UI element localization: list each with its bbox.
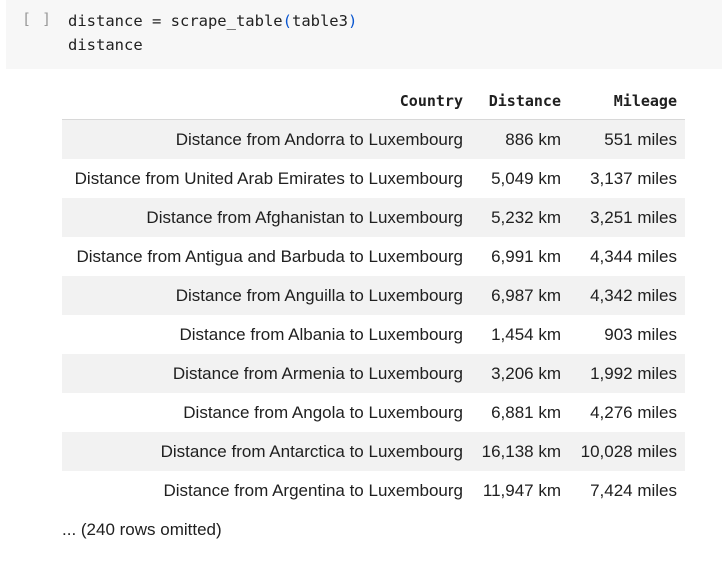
- cell-distance: 1,454 km: [491, 324, 561, 344]
- cell-distance: 11,947 km: [482, 480, 561, 500]
- header-mileage: Mileage: [569, 82, 685, 120]
- cell-country: Distance from Argentina to Luxembourg: [163, 480, 463, 500]
- cell-mileage: 3,251 miles: [590, 207, 677, 227]
- code-editor[interactable]: distance = scrape_table(table3) distance: [68, 9, 357, 57]
- rows-omitted-note: ... (240 rows omitted): [62, 520, 222, 539]
- table-row: Distance from Angola to Luxembourg 6,881…: [62, 393, 685, 432]
- code-text: distance = scrape_table: [68, 12, 283, 30]
- table-row: Distance from Afghanistan to Luxembourg …: [62, 198, 685, 237]
- cell-distance: 886 km: [505, 129, 561, 149]
- cell-distance: 16,138 km: [481, 441, 561, 461]
- code-arg: table3: [291, 12, 348, 30]
- code-paren-open: (: [282, 12, 292, 30]
- cell-distance: 5,049 km: [491, 168, 561, 188]
- cell-mileage: 4,342 miles: [590, 285, 677, 305]
- cell-country: Distance from United Arab Emirates to Lu…: [74, 168, 463, 188]
- cell-country: Distance from Antigua and Barbuda to Lux…: [76, 246, 463, 266]
- cell-country: Distance from Afghanistan to Luxembourg: [146, 207, 463, 227]
- cell-country: Distance from Albania to Luxembourg: [179, 324, 464, 344]
- dataframe-table: Country Distance Mileage Distance from A…: [62, 82, 685, 510]
- cell-country: Distance from Antarctica to Luxembourg: [160, 441, 463, 461]
- code-paren-close: ): [347, 12, 358, 30]
- cell-mileage: 551 miles: [604, 129, 677, 149]
- code-text-line2: distance: [68, 36, 143, 54]
- cell-country: Distance from Armenia to Luxembourg: [172, 363, 463, 383]
- table-header-row: Country Distance Mileage: [62, 82, 685, 120]
- table-row: Distance from Antarctica to Luxembourg 1…: [62, 432, 685, 471]
- cell-mileage: 10,028 miles: [580, 441, 677, 461]
- table-row: Distance from Anguilla to Luxembourg 6,9…: [62, 276, 685, 315]
- code-cell[interactable]: [ ] distance = scrape_table(table3) dist…: [6, 0, 722, 69]
- header-distance: Distance: [471, 82, 569, 120]
- run-cell-button[interactable]: [ ]: [22, 10, 53, 28]
- cell-mileage: 1,992 miles: [590, 363, 677, 383]
- table-row: Distance from United Arab Emirates to Lu…: [62, 159, 685, 198]
- cell-mileage: 903 miles: [604, 324, 677, 344]
- cell-distance: 5,232 km: [491, 207, 561, 227]
- cell-distance: 3,206 km: [491, 363, 561, 383]
- cell-distance: 6,987 km: [491, 285, 561, 305]
- cell-mileage: 7,424 miles: [590, 480, 677, 500]
- table-row: Distance from Antigua and Barbuda to Lux…: [62, 237, 685, 276]
- cell-country: Distance from Angola to Luxembourg: [183, 402, 463, 422]
- cell-country: Distance from Anguilla to Luxembourg: [175, 285, 463, 305]
- cell-distance: 6,881 km: [491, 402, 561, 422]
- cell-mileage: 4,276 miles: [590, 402, 677, 422]
- cell-mileage: 3,137 miles: [590, 168, 677, 188]
- cell-distance: 6,991 km: [491, 246, 561, 266]
- table-row: Distance from Andorra to Luxembourg 886 …: [62, 119, 685, 159]
- table-row: Distance from Armenia to Luxembourg 3,20…: [62, 354, 685, 393]
- table-row: Distance from Albania to Luxembourg 1,45…: [62, 315, 685, 354]
- header-country: Country: [62, 82, 471, 120]
- cell-country: Distance from Andorra to Luxembourg: [175, 129, 463, 149]
- cell-mileage: 4,344 miles: [590, 246, 677, 266]
- cell-output: Country Distance Mileage Distance from A…: [62, 82, 685, 540]
- table-row: Distance from Argentina to Luxembourg 11…: [62, 471, 685, 510]
